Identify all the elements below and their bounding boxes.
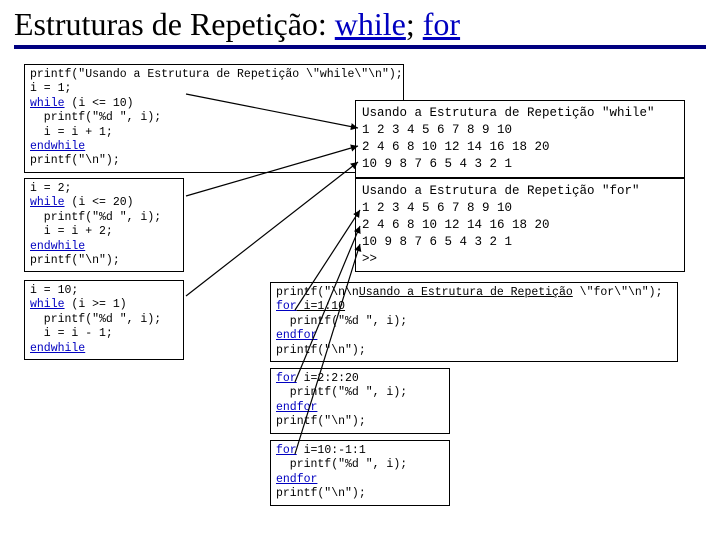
code-line: printf("\n");: [276, 415, 366, 428]
title-sep: ;: [406, 6, 423, 42]
code-kw-endwhile: endwhile: [30, 342, 85, 355]
output-line: 2 4 6 8 10 12 14 16 18 20: [362, 140, 550, 154]
code-kw-while: while: [30, 97, 65, 110]
title-kw-for: for: [423, 6, 460, 42]
output-line: Usando a Estrutura de Repetição "for": [362, 184, 640, 198]
code-line: printf("%d ", i);: [30, 313, 161, 326]
code-underline: Usando a Estrutura de Repetição: [359, 286, 573, 299]
code-kw-endfor: endfor: [276, 473, 317, 486]
code-line: printf("\n\n: [276, 286, 359, 299]
output-line: 1 2 3 4 5 6 7 8 9 10: [362, 201, 512, 215]
code-line: i = i - 1;: [30, 327, 113, 340]
title-pre: Estruturas de Repetição:: [14, 6, 335, 42]
code-line: i=10:-1:1: [297, 444, 366, 457]
code-line: printf("%d ", i);: [276, 386, 407, 399]
code-block-while-3: i = 10; while (i >= 1) printf("%d ", i);…: [24, 280, 184, 360]
code-line: printf("\n");: [30, 154, 120, 167]
code-kw-for: for: [276, 372, 297, 385]
code-kw-endwhile: endwhile: [30, 140, 85, 153]
code-kw-for: for: [276, 444, 297, 457]
code-underline: i=1:10: [297, 300, 345, 313]
code-line: printf("%d ", i);: [30, 111, 161, 124]
code-block-for-3: for i=10:-1:1 printf("%d ", i); endfor p…: [270, 440, 450, 506]
output-line: Usando a Estrutura de Repetição "while": [362, 106, 655, 120]
code-line: printf("\n");: [276, 487, 366, 500]
output-line: 10 9 8 7 6 5 4 3 2 1: [362, 235, 512, 249]
code-kw-endfor: endfor: [276, 329, 317, 342]
code-line: i = 1;: [30, 82, 71, 95]
code-block-while-1: printf("Usando a Estrutura de Repetição …: [24, 64, 404, 173]
output-line: 2 4 6 8 10 12 14 16 18 20: [362, 218, 550, 232]
output-line: >>: [362, 252, 377, 266]
code-line: printf("\n");: [276, 344, 366, 357]
code-kw-while: while: [30, 298, 65, 311]
code-line: (i >= 1): [65, 298, 127, 311]
code-line: \"for\"\n");: [573, 286, 663, 299]
code-block-for-1: printf("\n\nUsando a Estrutura de Repeti…: [270, 282, 678, 362]
output-for: Usando a Estrutura de Repetição "for" 1 …: [355, 178, 685, 272]
code-line: i = 2;: [30, 182, 71, 195]
code-line: i = i + 2;: [30, 225, 113, 238]
title-rule: [14, 45, 706, 49]
output-line: 10 9 8 7 6 5 4 3 2 1: [362, 157, 512, 171]
code-block-for-2: for i=2:2:20 printf("%d ", i); endfor pr…: [270, 368, 450, 434]
page-title: Estruturas de Repetição: while; for: [0, 0, 720, 45]
code-block-while-2: i = 2; while (i <= 20) printf("%d ", i);…: [24, 178, 184, 272]
output-line: 1 2 3 4 5 6 7 8 9 10: [362, 123, 512, 137]
code-line: printf("%d ", i);: [30, 211, 161, 224]
code-line: (i <= 10): [65, 97, 134, 110]
code-line: printf("%d ", i);: [276, 315, 407, 328]
code-line: i = i + 1;: [30, 126, 113, 139]
code-kw-for: for: [276, 300, 297, 313]
output-while: Usando a Estrutura de Repetição "while" …: [355, 100, 685, 178]
code-kw-while: while: [30, 196, 65, 209]
code-kw-endwhile: endwhile: [30, 240, 85, 253]
code-line: printf("%d ", i);: [276, 458, 407, 471]
code-line: (i <= 20): [65, 196, 134, 209]
title-kw-while: while: [335, 6, 406, 42]
code-line: printf("\n");: [30, 254, 120, 267]
code-line: i = 10;: [30, 284, 78, 297]
code-line: printf("Usando a Estrutura de Repetição …: [30, 68, 403, 81]
code-kw-endfor: endfor: [276, 401, 317, 414]
code-line: i=2:2:20: [297, 372, 359, 385]
